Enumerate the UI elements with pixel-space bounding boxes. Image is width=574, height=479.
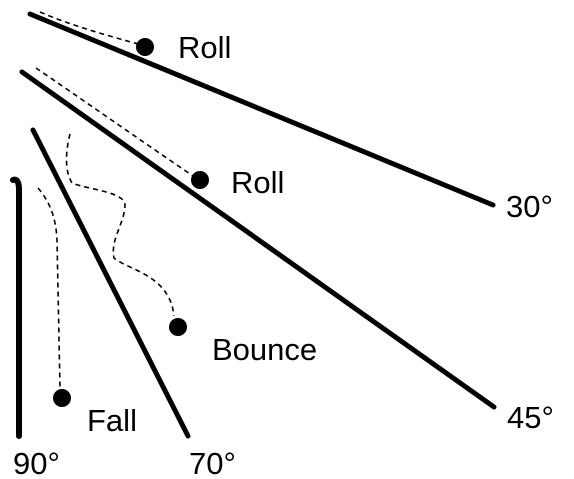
ball-bounce	[169, 318, 187, 336]
angle-label-45: 45°	[507, 400, 554, 435]
label-fall: Fall	[87, 403, 137, 438]
label-bounce: Bounce	[212, 332, 317, 367]
ball-roll-top	[136, 38, 154, 56]
ball-roll-middle	[191, 171, 209, 189]
ball-fall	[53, 389, 71, 407]
slope-70-line	[30, 127, 191, 439]
slope-45-line	[19, 69, 497, 410]
bounce-path	[65, 133, 175, 317]
roll-path-top	[39, 11, 143, 46]
fall-path	[37, 187, 61, 389]
angle-label-90: 90°	[13, 446, 60, 479]
roll-path-middle	[35, 67, 197, 179]
label-roll-top: Roll	[178, 30, 231, 65]
angle-label-70: 70°	[189, 446, 236, 479]
angle-label-30: 30°	[506, 189, 553, 224]
wall-90-line	[10, 176, 22, 439]
label-roll-middle: Roll	[231, 165, 284, 200]
slope-30-line	[27, 11, 496, 208]
